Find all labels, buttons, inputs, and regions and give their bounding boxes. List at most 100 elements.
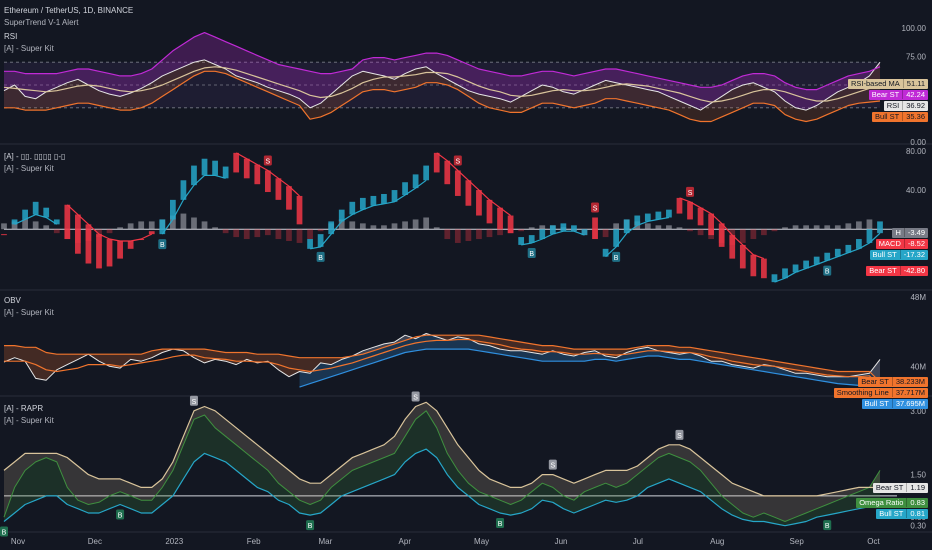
macd-pane-subtitle: [A] - Super Kit — [4, 164, 54, 173]
y-tick-label: 48M — [910, 293, 926, 302]
macd-bar — [454, 170, 461, 196]
legend-tag-value: 51.11 — [902, 78, 925, 88]
x-tick-label: 2023 — [165, 537, 183, 546]
legend-tag-name: MACD — [878, 238, 901, 248]
legend-tag-name: Omega Ratio — [859, 498, 904, 508]
signal-marker-label: S — [550, 463, 555, 470]
histogram-bar — [243, 229, 250, 240]
macd-bar — [307, 239, 313, 249]
histogram-bar — [1, 223, 7, 230]
macd-bar — [169, 199, 176, 220]
macd-bar — [106, 239, 113, 267]
y-tick-label: 100.00 — [902, 24, 927, 33]
macd-bar — [518, 237, 525, 245]
histogram-bar — [824, 225, 831, 230]
histogram-bar — [856, 221, 862, 230]
legend-tag-value: 0.83 — [906, 498, 925, 508]
legend-tag-rsi: Bull ST 35.36 — [872, 111, 928, 122]
macd-bar — [623, 219, 630, 234]
obv-smoothing-line-line — [4, 338, 881, 387]
histogram-bar — [117, 227, 123, 230]
x-tick-label: Jul — [633, 537, 643, 546]
signal-marker-label: B — [498, 521, 503, 528]
macd-bar — [11, 219, 18, 225]
histogram-bar — [275, 229, 282, 240]
legend-tag-value: 42.24 — [902, 89, 925, 99]
signal-marker-bear — [675, 429, 684, 440]
rsi-bear-st-line — [4, 32, 881, 91]
macd-bar — [286, 186, 292, 210]
macd-bar — [53, 219, 60, 225]
x-tick-label: Nov — [11, 537, 25, 546]
histogram-bar — [486, 229, 493, 238]
signal-marker-bull — [527, 247, 536, 258]
legend-tag-obv: Smoothing Line 37.717M — [833, 387, 928, 398]
macd-bar — [1, 234, 7, 236]
macd-bar — [539, 229, 546, 240]
macd-bar — [148, 231, 155, 235]
histogram-bar — [106, 229, 113, 234]
macd-bar — [275, 178, 282, 200]
macd-bar — [560, 223, 567, 232]
histogram-bar — [697, 229, 704, 236]
signal-marker-label: S — [677, 433, 682, 440]
histogram-bar — [43, 225, 50, 230]
signal-marker-bull — [306, 520, 315, 531]
macd-bar — [634, 215, 641, 226]
macd-bar — [349, 201, 356, 215]
histogram-bar — [22, 219, 28, 230]
macd-bar — [32, 201, 39, 215]
histogram-bar — [11, 221, 18, 230]
legend-tag-name: Smoothing Line — [836, 387, 889, 397]
rsi-pane-title: RSI — [4, 32, 18, 41]
histogram-bar — [32, 221, 39, 230]
histogram-bar — [761, 229, 767, 236]
histogram-bar — [391, 223, 398, 230]
legend-tag-name: Bull ST — [875, 111, 900, 121]
symbol-title: Ethereum / TetherUS, 1D, BINANCE — [4, 6, 134, 15]
macd-pane-title: [A] - ▯▯. ▯▯▯▯ ▯-▯ — [4, 152, 66, 161]
legend-tag-obv: Bear ST 38.233M — [858, 376, 928, 387]
legend-tag-name: H — [895, 227, 901, 237]
histogram-bar — [644, 223, 651, 230]
macd-bar — [856, 239, 862, 249]
rapr-pane-subtitle: [A] - Super Kit — [4, 416, 54, 425]
macd-bar — [708, 213, 715, 236]
legend-tag-value: 37.717M — [891, 387, 925, 397]
y-tick-label: 75.00 — [906, 53, 927, 62]
macd-bar — [201, 158, 208, 176]
macd-bar — [476, 190, 482, 216]
legend-tag-value: 1.19 — [906, 482, 925, 492]
macd-bar — [243, 158, 250, 179]
macd-bar — [444, 160, 451, 185]
signal-marker-label: B — [118, 512, 123, 519]
signal-marker-label: B — [529, 251, 534, 258]
macd-bar — [433, 152, 440, 173]
rapr-bull-fill — [4, 410, 880, 526]
macd-bar — [549, 225, 556, 235]
signal-marker-label: B — [160, 242, 165, 249]
legend-tag-value: -42.80 — [899, 266, 925, 276]
histogram-bar — [792, 225, 799, 230]
macd-bar — [127, 240, 134, 249]
signal-marker-bull — [496, 517, 505, 528]
x-tick-label: Jun — [555, 537, 568, 546]
x-tick-label: May — [474, 537, 489, 546]
legend-tag-value: -17.32 — [899, 249, 925, 259]
histogram-bar — [338, 219, 345, 230]
x-tick-label: Oct — [867, 537, 880, 546]
y-tick-label: 1.50 — [910, 471, 926, 480]
histogram-bar — [750, 229, 757, 240]
histogram-bar — [518, 229, 525, 232]
legend-tag-name: RSI-based MA — [851, 78, 900, 88]
macd-bar — [22, 209, 28, 220]
histogram-bar — [866, 219, 873, 230]
histogram-bar — [655, 225, 662, 230]
y-tick-label: 0.00 — [910, 138, 926, 147]
macd-bar — [233, 152, 240, 173]
signal-marker-bull — [823, 520, 832, 531]
macd-bar — [43, 207, 50, 218]
histogram-bar — [191, 217, 197, 230]
